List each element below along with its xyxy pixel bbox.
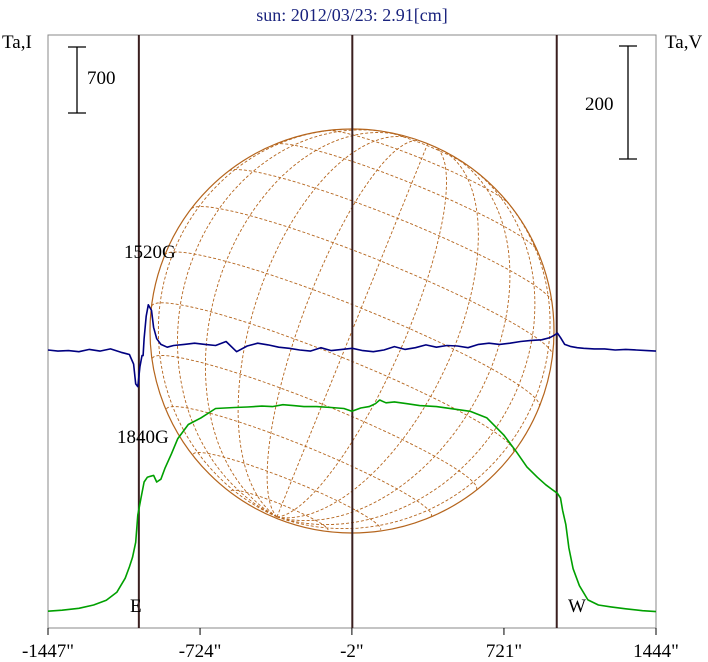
parallel-line bbox=[190, 206, 554, 355]
parallel-line bbox=[228, 169, 553, 302]
limb-lines bbox=[137, 35, 558, 628]
parallel-line bbox=[151, 355, 478, 490]
meridian-line bbox=[276, 149, 479, 519]
x-tick-label: 721" bbox=[486, 641, 522, 662]
x-tick-label: -724" bbox=[179, 641, 222, 662]
scale-bar-v bbox=[619, 45, 637, 160]
meridian-line bbox=[266, 140, 421, 518]
chart-title: sun: 2012/03/23: 2.91[cm] bbox=[256, 5, 448, 25]
meridian-line bbox=[276, 156, 511, 522]
annotation-1840g: 1840G bbox=[117, 427, 169, 448]
scale-bar-v-label: 200 bbox=[585, 94, 614, 115]
parallel-line bbox=[327, 130, 510, 204]
x-tick-label: -2" bbox=[340, 641, 364, 662]
x-tick-label: -1447" bbox=[22, 641, 74, 662]
limb-label-west: W bbox=[568, 596, 586, 617]
series-I-line bbox=[47, 399, 657, 613]
parallel-line bbox=[151, 302, 515, 453]
parallel-line bbox=[383, 131, 468, 166]
scale-bar-i-label: 700 bbox=[87, 68, 116, 89]
x-tick-label: 1444" bbox=[633, 641, 679, 662]
limb-label-east: E bbox=[130, 596, 142, 617]
meridian-line bbox=[237, 135, 413, 518]
meridian-line bbox=[276, 146, 447, 518]
x-axis-ticks: -1447" -724" -2" 721" 1444" bbox=[22, 628, 679, 662]
meridian-line bbox=[177, 129, 384, 518]
right-axis-label: Ta,V bbox=[665, 32, 702, 53]
parallel-line bbox=[192, 452, 382, 530]
annotation-1520g: 1520G bbox=[124, 242, 176, 263]
meridian-line bbox=[204, 132, 400, 518]
left-axis-label: Ta,I bbox=[2, 32, 32, 53]
meridian-line bbox=[157, 129, 338, 518]
meridian-line bbox=[276, 143, 429, 518]
solar-disk-grid bbox=[149, 128, 555, 534]
parallel-line bbox=[275, 143, 538, 251]
meridian-line bbox=[276, 165, 536, 526]
scale-bar-i bbox=[68, 46, 86, 114]
series-V-line bbox=[47, 304, 657, 388]
meridian-line bbox=[276, 195, 551, 530]
parallel-line bbox=[164, 251, 540, 407]
series-layer bbox=[47, 304, 657, 613]
parallel-line bbox=[166, 406, 432, 517]
